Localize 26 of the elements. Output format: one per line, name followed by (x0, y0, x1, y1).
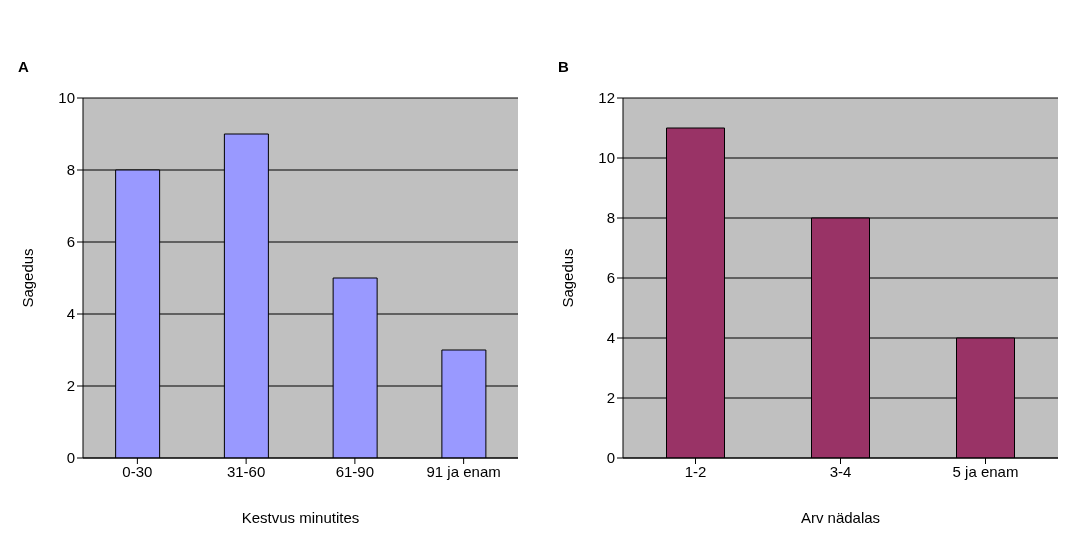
y-tick-label: 6 (66, 233, 75, 251)
y-tick-label: 8 (66, 161, 75, 179)
x-tick-label: 5 ja enam (952, 462, 1019, 480)
y-tick-label: 10 (58, 89, 75, 107)
y-tick-label: 8 (606, 209, 615, 227)
y-tick-label: 0 (606, 449, 615, 467)
x-axis-title: Arv nädalas (800, 509, 881, 526)
x-tick-label: 0-30 (122, 462, 153, 480)
y-axis-title: Sagedus (559, 248, 577, 308)
chart-title: B (558, 58, 569, 75)
y-tick-label: 12 (598, 89, 615, 107)
y-tick-label: 2 (66, 377, 75, 395)
y-tick-label: 2 (606, 389, 615, 407)
y-tick-label: 6 (606, 269, 615, 287)
x-tick-label: 61-90 (335, 462, 375, 480)
chart-title: A (18, 58, 29, 75)
x-tick-label: 3-4 (829, 462, 852, 480)
x-axis-title: Kestvus minutites (241, 509, 360, 526)
y-tick-label: 10 (598, 149, 615, 167)
x-tick-label: 1-2 (684, 462, 707, 480)
y-axis-title: Sagedus (19, 248, 37, 308)
y-tick-label: 4 (66, 305, 75, 323)
y-tick-label: 0 (66, 449, 75, 467)
y-tick-label: 4 (606, 329, 615, 347)
x-tick-label: 91 ja enam (426, 462, 501, 480)
x-tick-label: 31-60 (226, 462, 266, 480)
